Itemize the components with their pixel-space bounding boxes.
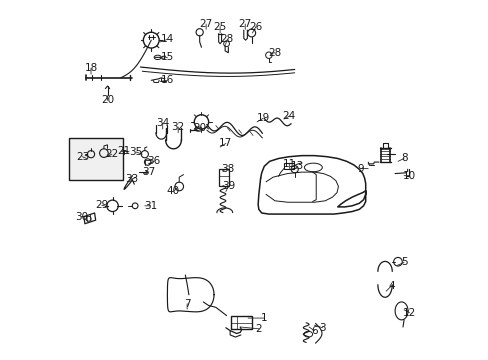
Text: 18: 18 bbox=[84, 63, 98, 73]
Text: 17: 17 bbox=[219, 139, 232, 148]
Text: 38: 38 bbox=[220, 163, 233, 174]
Text: 34: 34 bbox=[156, 118, 169, 128]
Text: 27: 27 bbox=[238, 19, 251, 29]
Text: 6: 6 bbox=[310, 325, 317, 336]
Text: 20: 20 bbox=[101, 95, 114, 105]
Text: 37: 37 bbox=[142, 167, 155, 177]
Text: 28: 28 bbox=[220, 35, 233, 44]
Text: 11: 11 bbox=[282, 159, 295, 169]
Text: 40: 40 bbox=[166, 186, 180, 197]
Text: 9: 9 bbox=[357, 163, 364, 174]
Bar bbox=[69, 138, 122, 180]
Text: 30: 30 bbox=[75, 212, 88, 221]
Text: 35: 35 bbox=[129, 147, 142, 157]
Text: 8: 8 bbox=[400, 153, 407, 163]
Text: 4: 4 bbox=[387, 281, 394, 291]
Text: 20: 20 bbox=[193, 123, 206, 133]
Text: 12: 12 bbox=[402, 308, 415, 318]
Text: 16: 16 bbox=[161, 75, 174, 85]
Text: 13: 13 bbox=[290, 161, 304, 171]
Bar bbox=[230, 316, 251, 329]
Text: 25: 25 bbox=[213, 22, 226, 32]
Text: 29: 29 bbox=[95, 200, 108, 210]
Bar bbox=[284, 163, 293, 169]
Text: 24: 24 bbox=[282, 111, 295, 121]
Text: 31: 31 bbox=[143, 201, 157, 211]
Text: 19: 19 bbox=[256, 113, 269, 123]
Text: 7: 7 bbox=[183, 299, 190, 309]
Text: 3: 3 bbox=[319, 323, 325, 333]
Text: 1: 1 bbox=[261, 313, 267, 323]
Text: 27: 27 bbox=[199, 19, 212, 29]
Text: 15: 15 bbox=[161, 52, 174, 62]
Text: 21: 21 bbox=[118, 146, 131, 156]
Bar bbox=[218, 168, 229, 186]
Text: 2: 2 bbox=[255, 324, 262, 334]
Text: 36: 36 bbox=[147, 156, 161, 166]
Text: 22: 22 bbox=[105, 149, 118, 159]
Text: 5: 5 bbox=[400, 257, 407, 267]
Text: 32: 32 bbox=[171, 122, 184, 132]
Text: 33: 33 bbox=[124, 174, 138, 184]
Text: 26: 26 bbox=[249, 22, 262, 32]
Text: 39: 39 bbox=[221, 181, 235, 192]
Text: 23: 23 bbox=[76, 152, 89, 162]
Text: 14: 14 bbox=[161, 35, 174, 44]
Text: 10: 10 bbox=[402, 171, 415, 181]
Text: 28: 28 bbox=[268, 48, 281, 58]
